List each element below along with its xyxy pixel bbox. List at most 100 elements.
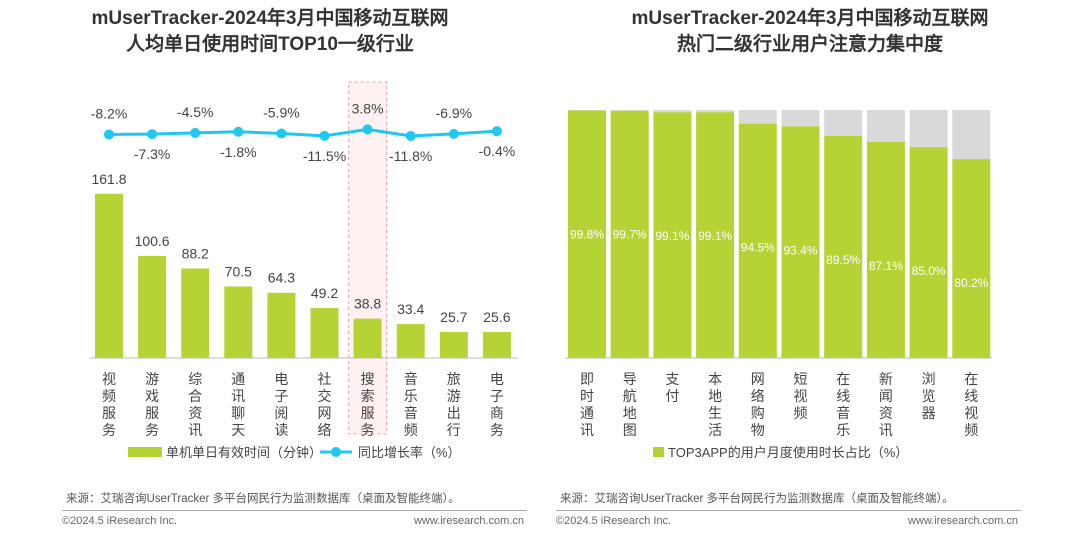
growth-label: -4.5%	[177, 104, 214, 120]
bar-value-label: 49.2	[311, 285, 338, 301]
highlight-box	[348, 81, 388, 435]
growth-label: -5.9%	[263, 104, 300, 120]
bar-value-label: 99.7%	[613, 228, 647, 242]
category-label: 导航地图	[623, 371, 637, 438]
bar-本地生活	[696, 112, 735, 359]
growth-label: 3.8%	[352, 100, 384, 116]
bar-value-label: 99.1%	[655, 229, 689, 243]
right-chart-title: mUserTracker-2024年3月中国移动互联网 热门二级行业用户注意力集…	[540, 6, 1080, 58]
bar-remainder	[952, 110, 991, 160]
category-label: 网络购物	[751, 371, 765, 438]
growth-point	[448, 128, 459, 139]
bar-remainder	[781, 110, 820, 127]
bar-remainder	[696, 110, 735, 113]
bar-通讯聊天	[224, 286, 253, 358]
bar-value-label: 88.2	[182, 245, 209, 261]
category-label: 支付	[665, 371, 679, 404]
growth-point	[104, 129, 114, 140]
right-divider	[556, 510, 1021, 511]
bar-浏览器	[909, 147, 948, 358]
category-label: 旅游出行	[447, 371, 461, 438]
bar-视频服务	[95, 193, 123, 358]
bar-value-label: 87.1%	[869, 259, 903, 273]
legend-line-marker	[331, 447, 341, 457]
bar-value-label: 25.7	[440, 309, 467, 325]
right-copyright: ©2024.5 iResearch Inc.	[556, 515, 672, 527]
growth-point	[233, 126, 244, 137]
left-title-line1: mUserTracker-2024年3月中国移动互联网	[91, 8, 449, 29]
bar-即时通讯	[568, 110, 606, 358]
bar-导航地图	[610, 110, 649, 358]
bar-value-label: 93.4%	[783, 243, 817, 257]
growth-label: -1.8%	[220, 144, 257, 160]
growth-label: -0.4%	[479, 143, 516, 159]
bar-value-label: 33.4	[397, 301, 424, 317]
bar-value-label: 99.8%	[570, 227, 604, 241]
bar-remainder	[824, 110, 863, 137]
bar-value-label: 70.5	[225, 263, 252, 279]
bar-音乐音频	[396, 324, 425, 358]
bar-remainder	[909, 110, 948, 148]
left-chart-title: mUserTracker-2024年3月中国移动互联网 人均单日使用时间TOP1…	[0, 6, 540, 58]
bar-搜索服务	[353, 318, 382, 358]
category-label: 电子阅读	[274, 371, 288, 438]
left-title-line2: 人均单日使用时间TOP10一级行业	[126, 34, 414, 55]
bar-value-label: 64.3	[268, 270, 295, 286]
legend-bar-swatch	[128, 447, 162, 457]
bar-value-label: 38.8	[354, 296, 381, 312]
right-website: www.iresearch.com.cn	[907, 515, 1018, 527]
growth-point	[276, 128, 287, 139]
bar-电子商务	[482, 332, 511, 358]
growth-label: -8.2%	[91, 105, 128, 121]
growth-label: -11.8%	[389, 148, 432, 164]
category-label: 搜索服务	[361, 371, 375, 438]
right-title-line2: 热门二级行业用户注意力集中度	[676, 34, 943, 55]
growth-point	[405, 130, 416, 141]
category-label: 在线音乐	[836, 371, 850, 438]
category-label: 视频服务	[102, 371, 116, 438]
growth-point	[147, 129, 158, 140]
left-copyright: ©2024.5 iResearch Inc.	[62, 515, 178, 527]
bar-新闻资讯	[866, 141, 905, 358]
bar-value-label: 89.5%	[826, 253, 860, 267]
bar-value-label: 85.0%	[912, 264, 946, 278]
bar-游戏服务	[138, 255, 167, 358]
category-label: 社交网络	[318, 371, 332, 438]
legend-bar-label: 单机单日有效时间（分钟）	[166, 445, 322, 460]
category-label: 综合资讯	[188, 371, 202, 438]
legend-bar-swatch	[653, 447, 664, 457]
growth-label: -6.9%	[436, 105, 473, 121]
growth-point	[190, 127, 201, 138]
category-label: 即时通讯	[580, 371, 594, 438]
bar-网络购物	[738, 123, 777, 358]
growth-point	[319, 130, 330, 141]
category-label: 通讯聊天	[231, 371, 245, 438]
legend-bar-label: TOP3APP的用户月度使用时长占比（%）	[668, 445, 908, 460]
growth-line	[108, 127, 497, 138]
category-label: 在线视频	[964, 371, 978, 438]
left-divider	[62, 510, 527, 511]
bar-value-label: 94.5%	[741, 241, 775, 255]
bar-电子阅读	[267, 292, 296, 358]
category-label: 浏览器	[922, 371, 936, 421]
category-label: 电子商务	[490, 371, 504, 438]
bar-value-label: 25.6	[483, 309, 510, 325]
category-label: 游戏服务	[145, 371, 159, 438]
bar-remainder	[738, 110, 777, 124]
category-label: 短视频	[794, 371, 808, 421]
growth-point	[491, 126, 502, 137]
category-label: 新闻资讯	[879, 371, 893, 438]
bar-支付	[653, 112, 692, 359]
right-title-line1: mUserTracker-2024年3月中国移动互联网	[631, 8, 989, 29]
right-source: 来源：艾瑞咨询UserTracker 多平台网民行为监测数据库（桌面及智能终端）…	[560, 493, 954, 505]
growth-label: -11.5%	[303, 148, 346, 164]
bar-value-label: 99.1%	[698, 229, 732, 243]
bar-在线视频	[952, 159, 991, 358]
left-website: www.iresearch.com.cn	[413, 515, 524, 527]
bar-在线音乐	[824, 136, 863, 358]
category-label: 音乐音频	[404, 371, 418, 438]
bar-旅游出行	[439, 331, 468, 358]
bar-value-label: 161.8	[91, 171, 126, 187]
